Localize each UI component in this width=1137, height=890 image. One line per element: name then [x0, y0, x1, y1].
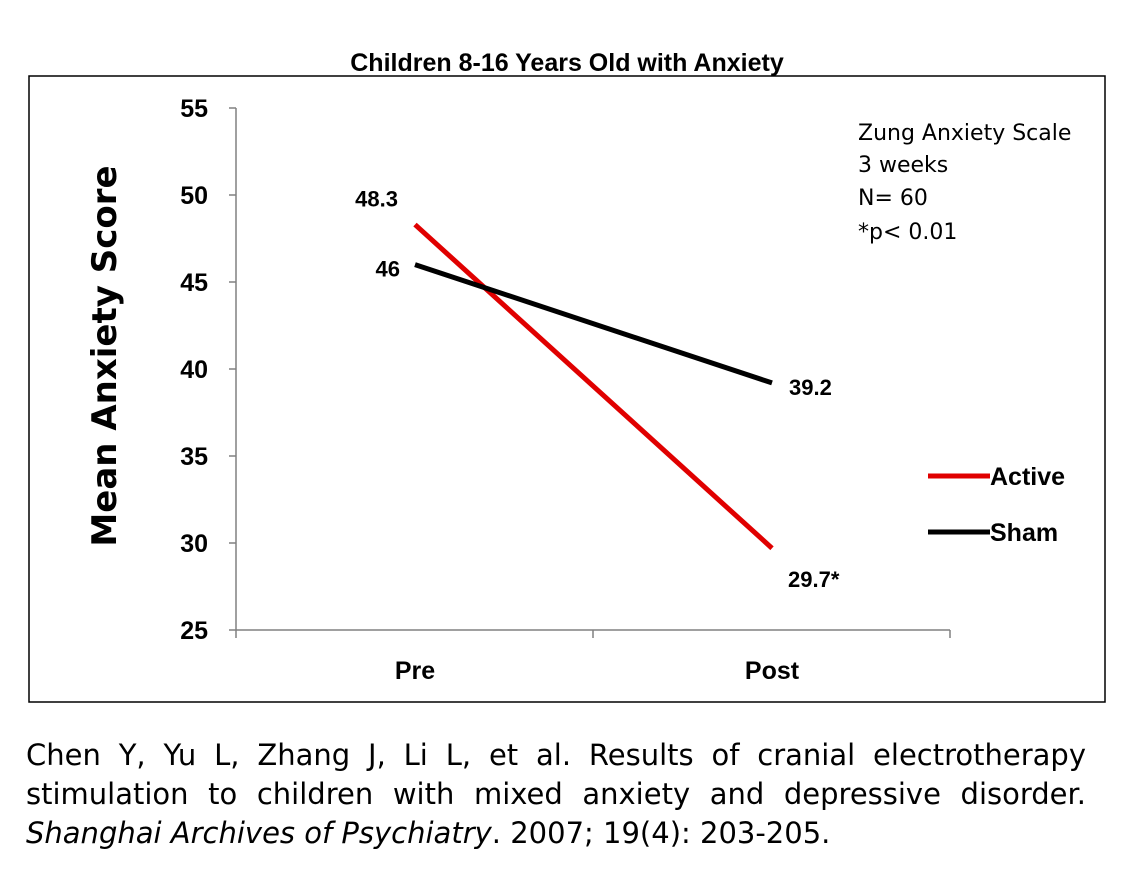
chart: Children 8-16 Years Old with Anxiety Mea…: [28, 49, 1106, 703]
citation-journal: Shanghai Archives of Psychiatry: [26, 816, 492, 850]
series-line-sham: [414, 262, 773, 386]
x-tick-label: Post: [745, 657, 800, 685]
x-tick-label: Pre: [395, 657, 435, 685]
legend-label-active: Active: [990, 463, 1065, 491]
legend-label-sham: Sham: [990, 519, 1058, 547]
series-lines: [413, 222, 774, 551]
y-tick-label: 25: [180, 617, 208, 645]
annotation-block: Zung Anxiety Scale 3 weeks N= 60 *p< 0.0…: [858, 121, 1071, 245]
annotation-line-p: *p< 0.01: [858, 220, 957, 245]
y-tick-label: 35: [180, 443, 208, 471]
axes: 25 30 35 40 45 50 55 Pre Post: [180, 95, 951, 685]
citation: Chen Y, Yu L, Zhang J, Li L, et al. Resu…: [26, 736, 1086, 853]
citation-details: . 2007; 19(4): 203-205.: [491, 816, 831, 850]
plot-frame: [28, 75, 1106, 703]
y-tick-label: 30: [180, 530, 208, 558]
y-tick-label: 45: [180, 269, 208, 297]
citation-line-1: Chen Y, Yu L, Zhang J, Li L, et al. Resu…: [26, 738, 1086, 772]
annotation-line-scale: Zung Anxiety Scale: [858, 121, 1071, 146]
data-label-active: 29.7*: [788, 567, 840, 592]
y-tick-label: 40: [180, 356, 208, 384]
y-axis-label: Mean Anxiety Score: [85, 165, 125, 546]
annotation-line-duration: 3 weeks: [858, 153, 948, 178]
y-tick-label: 55: [180, 95, 208, 123]
citation-line-2: stimulation to children with mixed anxie…: [26, 777, 1086, 811]
y-tick-label: 50: [180, 182, 208, 210]
legend: Active Sham: [928, 463, 1065, 547]
data-label-sham: 39.2: [789, 375, 832, 400]
data-label-active: 48.3: [355, 187, 398, 212]
chart-title: Children 8-16 Years Old with Anxiety: [350, 49, 784, 77]
point-labels: 48.3 29.7* 46 39.2: [355, 187, 840, 593]
data-label-sham: 46: [376, 257, 400, 282]
annotation-line-n: N= 60: [858, 186, 928, 211]
series-line-active: [413, 222, 774, 551]
citation-line-3: Shanghai Archives of Psychiatry. 2007; 1…: [26, 814, 1086, 853]
